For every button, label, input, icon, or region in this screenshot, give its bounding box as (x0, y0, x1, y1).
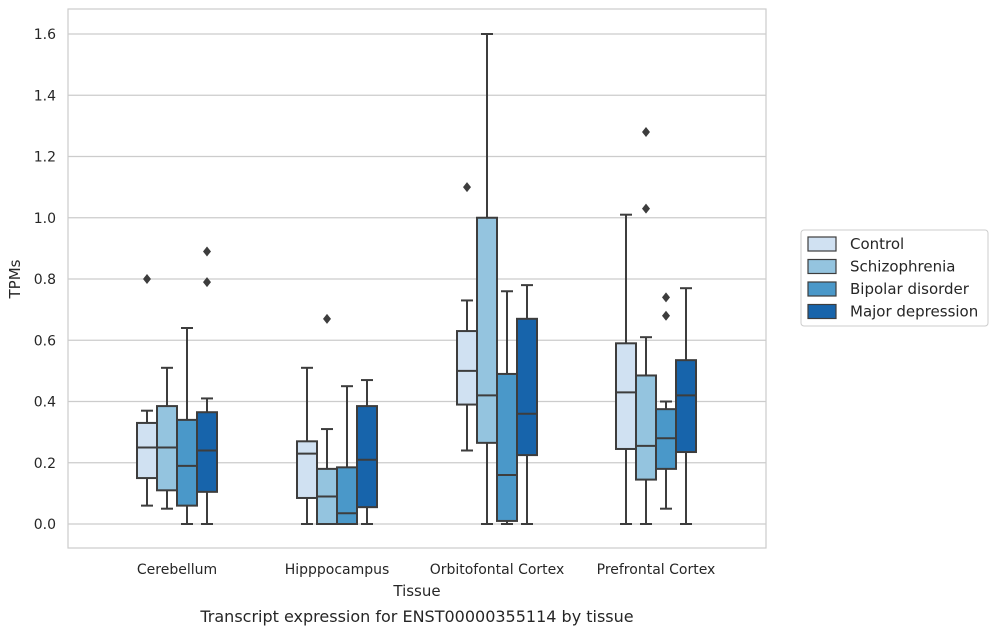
box-schizophrenia (316, 313, 338, 525)
y-tick-label: 0.4 (34, 395, 56, 411)
outlier-point (662, 310, 670, 321)
iqr-box (196, 411, 218, 493)
outlier-point (642, 203, 650, 214)
y-tick-label: 0.6 (34, 333, 56, 349)
iqr-box (635, 374, 657, 481)
y-axis-ticks: 0.0 0.2 0.4 0.6 0.8 1.0 1.2 1.4 1.6 (34, 27, 56, 533)
box-schizophrenia (156, 366, 178, 510)
x-axis-title: Tissue (392, 582, 440, 600)
box-major-depression (516, 284, 538, 525)
x-axis-ticks: Cerebellum Hipppocampus Orbitofontal Corte… (137, 562, 715, 578)
box-control (296, 366, 318, 525)
box-schizophrenia (635, 127, 657, 525)
box-major-depression (675, 287, 697, 525)
legend-label: Major depression (850, 303, 978, 321)
iqr-box (516, 317, 538, 457)
box-major-depression (196, 246, 218, 525)
iqr-box (296, 440, 318, 499)
legend-frame (800, 229, 989, 327)
box-control (456, 182, 478, 452)
x-tick-label: Prefrontal Cortex (597, 562, 716, 578)
iqr-box (615, 342, 637, 450)
iqr-box (136, 421, 158, 480)
box-major-depression (356, 379, 378, 525)
outlier-point (143, 274, 151, 284)
x-tick-label: Hipppocampus (285, 562, 390, 578)
x-tick-label: Cerebellum (137, 562, 217, 578)
iqr-box (675, 359, 697, 454)
plot-area-frame (67, 8, 767, 549)
iqr-box (176, 418, 198, 507)
legend-label: Control (850, 235, 904, 253)
box-bipolar-disorder (336, 385, 358, 525)
boxes (136, 33, 697, 525)
box-bipolar-disorder (655, 292, 677, 510)
legend-swatch (807, 281, 837, 297)
x-tick-label: Orbitofontal Cortex (430, 562, 565, 578)
outlier-point (463, 182, 471, 193)
chart-caption: Transcript expression for ENST0000035511… (199, 607, 633, 626)
legend-label: Bipolar disorder (850, 280, 970, 298)
box-schizophrenia (476, 33, 498, 525)
y-tick-label: 1.6 (34, 27, 56, 43)
y-tick-label: 1.4 (34, 88, 56, 104)
box-control (136, 274, 158, 507)
iqr-box (356, 405, 378, 509)
box-bipolar-disorder (176, 327, 198, 525)
iqr-box (476, 216, 498, 444)
outlier-point (203, 277, 211, 288)
y-tick-label: 0.2 (34, 456, 56, 472)
y-tick-label: 1.0 (34, 211, 56, 227)
y-tick-label: 1.2 (34, 150, 56, 166)
outlier-point (323, 313, 331, 324)
iqr-box (496, 372, 518, 522)
legend: Control Schizophrenia Bipolar disorder Majo… (800, 229, 989, 327)
y-axis-title: TPMs (6, 259, 24, 299)
box-bipolar-disorder (496, 290, 518, 525)
box-control (615, 213, 637, 525)
y-tick-label: 0.8 (34, 272, 56, 288)
iqr-box (336, 466, 358, 525)
outlier-point (642, 127, 650, 137)
outlier-point (203, 246, 211, 257)
y-tick-label: 0.0 (34, 517, 56, 533)
legend-swatch (807, 236, 837, 252)
legend-swatch (807, 258, 837, 275)
legend-label: Schizophrenia (850, 258, 955, 276)
legend-swatch (807, 303, 837, 320)
outlier-point (662, 292, 670, 303)
iqr-box (456, 330, 478, 406)
